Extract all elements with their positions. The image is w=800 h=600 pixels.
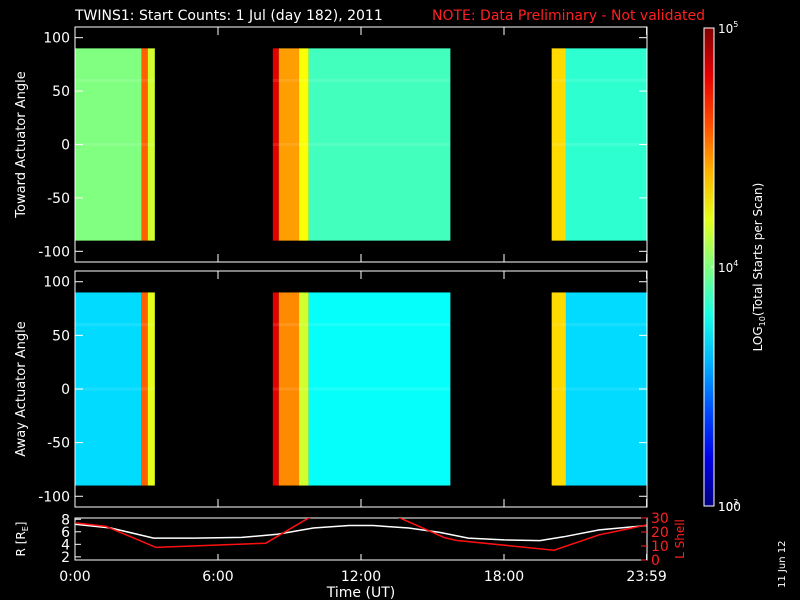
colorbar-tick-label: 103 [718, 498, 738, 514]
y2-tick-label: 0 [651, 553, 660, 569]
heatmap-region [147, 292, 155, 486]
colorbar-label: LOG10(Total Starts per Scan) [751, 183, 767, 352]
colorbar-tick-base: 10 [718, 22, 733, 36]
angle-band [551, 387, 647, 391]
y-tick-label: 8 [61, 512, 70, 528]
heatmap-region [551, 292, 566, 486]
plot-title: TWINS1: Start Counts: 1 Jul (day 182), 2… [74, 8, 383, 24]
y-axis-label: R [RE] [14, 522, 30, 557]
y-tick-label: -50 [47, 436, 70, 452]
y-axis-label: Away Actuator Angle [14, 321, 29, 456]
colorbar-tick-exp: 5 [733, 20, 738, 29]
heatmap-region [75, 292, 142, 486]
x-tick-label: 12:00 [341, 569, 381, 585]
x-tick-label: 18:00 [484, 569, 524, 585]
y2-axis-label: L Shell [673, 519, 687, 559]
heatmap-region [272, 292, 279, 486]
heatmap-region [308, 48, 451, 241]
heatmap-panel-1: -100 -50 0 50 100 Toward Actuator Angle [14, 26, 648, 263]
panel-frame [74, 517, 648, 561]
y-axis-label-main: R [R [14, 531, 28, 556]
heatmap-region [551, 48, 566, 241]
angle-band [75, 323, 155, 327]
heatmap-region [147, 48, 155, 241]
colorbar-tick-label: 105 [718, 20, 738, 36]
x-tick-label: 6:00 [202, 569, 233, 585]
y2-tick-label: 30 [651, 511, 669, 527]
y-axis-label-close: ] [14, 522, 28, 527]
date-stamp: 11 Jun 12 [777, 541, 788, 588]
l-shell-line [398, 518, 647, 551]
colorbar-tick-exp: 4 [733, 259, 738, 268]
heatmap-region [272, 48, 279, 241]
heatmap-region [308, 292, 451, 486]
angle-band [75, 78, 155, 82]
heatmap-panel-2: -100 -50 0 50 100 Away Actuator Angle [14, 270, 648, 508]
colorbar-tick-label: 104 [718, 259, 738, 275]
y-tick-label: 100 [43, 275, 70, 291]
x-tick-label: 23:59 [626, 569, 666, 585]
colorbar-label-rest: (Total Starts per Scan) [751, 183, 765, 317]
heatmap-region [565, 48, 647, 241]
y-tick-label: 50 [52, 328, 70, 344]
colorbar-tick-base: 10 [718, 261, 733, 275]
y-tick-label: 100 [43, 31, 70, 47]
y-tick-label: 0 [61, 138, 70, 154]
data-preliminary-note: NOTE: Data Preliminary - Not validated [432, 8, 705, 24]
y-tick-label: -100 [38, 489, 70, 505]
angle-band [551, 323, 647, 327]
angle-band [75, 387, 155, 391]
heatmap-region [565, 292, 647, 486]
angle-band [272, 78, 451, 82]
y-tick-label: 0 [61, 382, 70, 398]
x-tick-label: 0:00 [59, 569, 90, 585]
angle-band [272, 143, 451, 146]
y-tick-label: 50 [52, 84, 70, 100]
x-axis-label: Time (UT) [326, 585, 395, 600]
colorbar-tick-base: 10 [718, 500, 733, 514]
y-tick-label: 6 [61, 525, 70, 541]
heatmap-region [75, 48, 142, 241]
y-tick-label: 2 [61, 550, 70, 566]
l-shell-line [75, 518, 312, 549]
heatmap-region [299, 48, 309, 241]
heatmap-region [278, 292, 300, 486]
angle-band [551, 143, 647, 146]
colorbar-tick-base: 100 [718, 500, 741, 514]
heatmap-region [299, 292, 309, 486]
y-axis-label: Toward Actuator Angle [14, 71, 29, 218]
colorbar-label-main: LOG [751, 326, 765, 351]
heatmap-region [141, 292, 148, 486]
angle-band [551, 78, 647, 82]
colorbar-tick-exp: 3 [733, 498, 738, 507]
y2-tick-label: 20 [651, 525, 669, 541]
y-axis-label-sub: E [21, 526, 30, 531]
angle-band [272, 387, 451, 391]
angle-band [75, 143, 155, 146]
heatmap-region [141, 48, 148, 241]
y-tick-label: -50 [47, 191, 70, 207]
colorbar-tick-label: 100 [718, 500, 741, 514]
y2-tick-label: 10 [651, 539, 669, 555]
y-tick-label: -100 [38, 244, 70, 260]
y-tick-label: 4 [61, 537, 70, 553]
colorbar-label-sub: 10 [758, 316, 767, 326]
angle-band [272, 323, 451, 327]
heatmap-region [278, 48, 300, 241]
radius-line [75, 523, 647, 542]
